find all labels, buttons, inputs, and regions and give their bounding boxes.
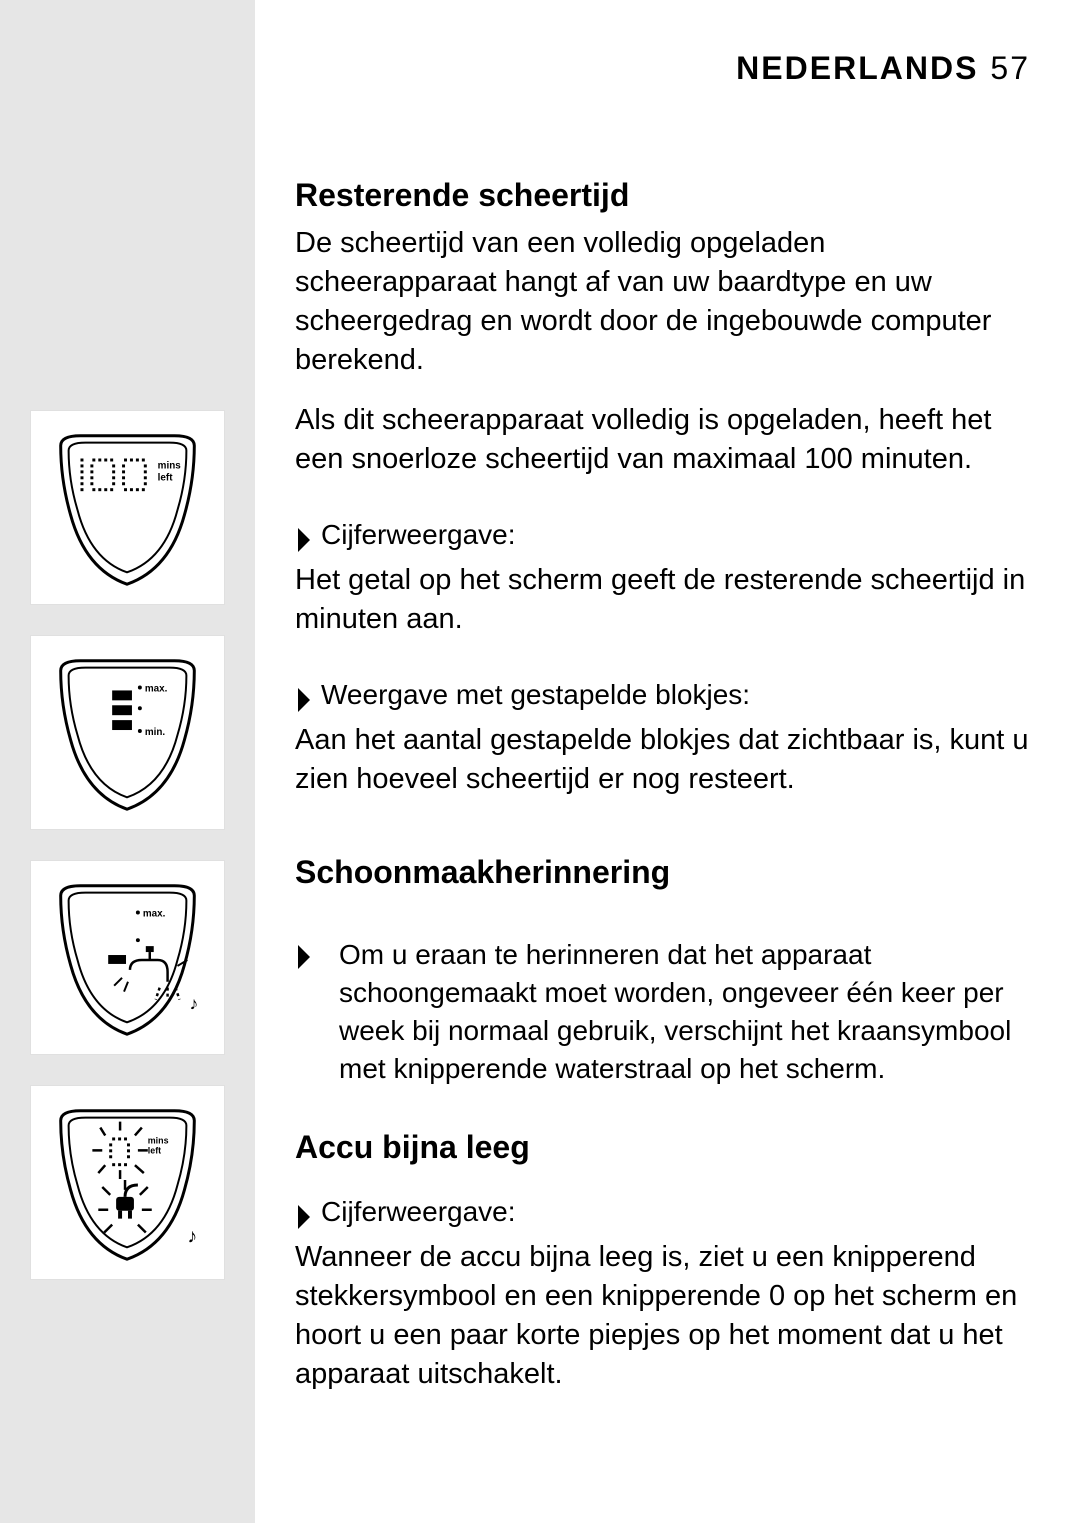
illus-clean: max. ♪ bbox=[30, 860, 225, 1055]
bullet-schoonmaak: Om u eraan te herinneren dat het apparaa… bbox=[295, 936, 1030, 1087]
illus1-left: left bbox=[158, 472, 174, 483]
section-title-schoonmaak: Schoonmaakherinnering bbox=[295, 854, 1030, 891]
note-icon: ♪ bbox=[189, 993, 198, 1013]
bullet-label: Cijferweergave: bbox=[321, 1196, 516, 1228]
illus1-mins: mins bbox=[158, 460, 182, 471]
illus-battery-low: mins left ♪ bbox=[30, 1085, 225, 1280]
content-column: NEDERLANDS 57 Resterende scheertijd De sc… bbox=[255, 0, 1080, 1523]
illus-blocks: max. min. bbox=[30, 635, 225, 830]
header-language: NEDERLANDS bbox=[736, 50, 978, 86]
illustration-sidebar: mins left max. min. bbox=[0, 0, 255, 1523]
illus3-max: max. bbox=[143, 908, 166, 919]
bullet-body: Wanneer de accu bijna leeg is, ziet u ee… bbox=[295, 1238, 1030, 1395]
triangle-bullet-icon bbox=[295, 1202, 313, 1232]
bullet-body: Het getal op het scherm geeft de restere… bbox=[295, 561, 1030, 639]
illus-digits-100: mins left bbox=[30, 410, 225, 605]
bullet-cijferweergave-2: Cijferweergave: bbox=[295, 1196, 1030, 1232]
page-header: NEDERLANDS 57 bbox=[295, 50, 1030, 87]
illus4-left: left bbox=[148, 1145, 161, 1155]
note-icon: ♪ bbox=[187, 1225, 197, 1247]
illus2-max: max. bbox=[145, 683, 168, 694]
bullet-cijferweergave-1: Cijferweergave: bbox=[295, 519, 1030, 555]
section-title-resterende: Resterende scheertijd bbox=[295, 177, 1030, 214]
bullet-label: Cijferweergave: bbox=[321, 519, 516, 551]
triangle-bullet-icon bbox=[295, 942, 313, 972]
page: mins left max. min. bbox=[0, 0, 1080, 1523]
s1-paragraph-2: Als dit scheerapparaat volledig is opgel… bbox=[295, 401, 1030, 479]
illus4-mins: mins bbox=[148, 1135, 169, 1145]
triangle-bullet-icon bbox=[295, 685, 313, 715]
illus2-min: min. bbox=[145, 727, 166, 738]
bullet-body: Aan het aantal gestapelde blokjes dat zi… bbox=[295, 721, 1030, 799]
section-title-accu: Accu bijna leeg bbox=[295, 1129, 1030, 1166]
s1-paragraph-1: De scheertijd van een volledig opgeladen… bbox=[295, 224, 1030, 381]
bullet-blokjes: Weergave met gestapelde blokjes: bbox=[295, 679, 1030, 715]
triangle-bullet-icon bbox=[295, 525, 313, 555]
bullet-body: Om u eraan te herinneren dat het apparaa… bbox=[339, 936, 1030, 1087]
bullet-label: Weergave met gestapelde blokjes: bbox=[321, 679, 750, 711]
header-page-number: 57 bbox=[990, 50, 1030, 86]
